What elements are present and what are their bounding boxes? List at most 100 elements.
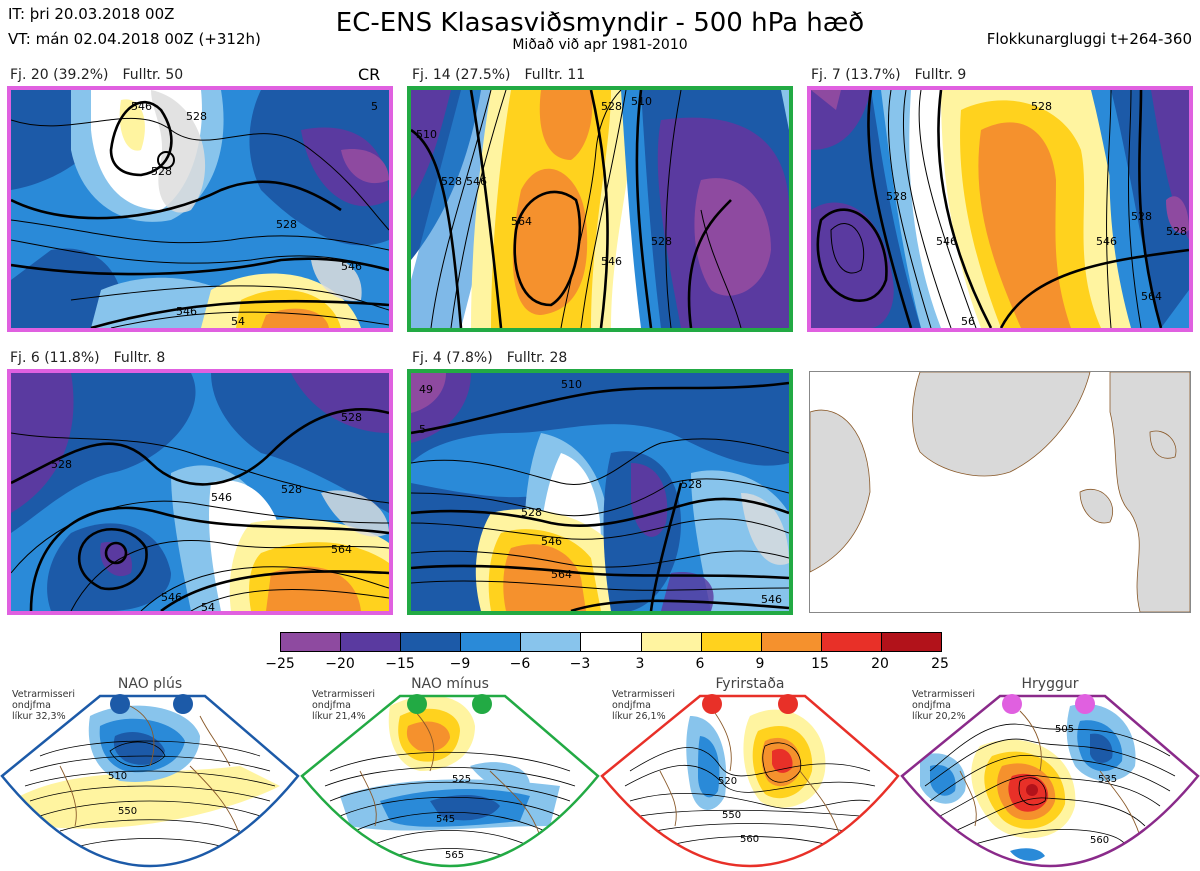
regime-blocking: Vetrarmisseri ondjfma líkur 26,1% Fyrirs… xyxy=(600,676,900,871)
panel-4-cluster: Fj. 6 (11.8%) xyxy=(10,350,100,366)
regime-nao-plus: Vetrarmisseri ondjfma líkur 32,3% NAO pl… xyxy=(0,676,300,871)
panel-2-representative: Fulltr. 11 xyxy=(524,67,586,83)
colorbar-swatch xyxy=(641,633,702,651)
contour-label: 546 xyxy=(131,100,152,113)
colorbar-tick: −3 xyxy=(569,656,591,672)
contour-label: 564 xyxy=(1141,290,1162,303)
regime-contour-label: 545 xyxy=(436,814,455,825)
contour-label: 54 xyxy=(201,601,215,611)
regime-contour-label: 560 xyxy=(740,834,759,845)
contour-label: 510 xyxy=(416,128,437,141)
panel-3-label: Fj. 7 (13.7%) Fulltr. 9 xyxy=(811,67,980,83)
colorbar-swatch xyxy=(701,633,762,651)
regime-note: Vetrarmisseri ondjfma líkur 21,4% xyxy=(312,689,375,722)
contour-label: 528 xyxy=(341,411,362,424)
contour-label: 528 xyxy=(441,175,462,188)
regime-title: Hryggur xyxy=(1021,676,1079,692)
contour-label: 528 xyxy=(281,483,302,496)
colorbar-swatch xyxy=(761,633,822,651)
contour-label: 546 xyxy=(341,260,362,273)
contour-label: 546 xyxy=(161,591,182,604)
contour-label: 528 xyxy=(1166,225,1187,238)
contour-label: 528 xyxy=(186,110,207,123)
colorbar-swatch xyxy=(341,633,402,651)
colorbar-tick: 15 xyxy=(811,656,829,672)
regime-contour-label: 525 xyxy=(452,774,471,785)
cluster-map-5: 510 528 546 564 528 546 49 5 xyxy=(407,369,793,615)
contour-label: 564 xyxy=(551,568,572,581)
colorbar-swatch xyxy=(821,633,882,651)
regime-title: Fyrirstaða xyxy=(715,676,785,692)
colorbar-tick: −9 xyxy=(449,656,471,672)
colorbar-swatch xyxy=(401,633,462,651)
panel-3-representative: Fulltr. 9 xyxy=(914,67,967,83)
page-subtitle: Miðað við apr 1981-2010 xyxy=(512,37,688,53)
panel-2-cluster: Fj. 14 (27.5%) xyxy=(412,67,511,83)
panel-5-label: Fj. 4 (7.8%) Fulltr. 28 xyxy=(412,350,581,366)
regime-title: NAO mínus xyxy=(411,676,489,692)
regime-nao-minus: Vetrarmisseri ondjfma líkur 21,4% NAO mí… xyxy=(300,676,600,871)
colorbar-swatch xyxy=(521,633,582,651)
colorbar-tick: 6 xyxy=(695,656,705,672)
contour-label: 546 xyxy=(541,535,562,548)
panel-4-label: Fj. 6 (11.8%) Fulltr. 8 xyxy=(10,350,179,366)
regime-contour-label: 550 xyxy=(722,810,741,821)
regime-title: NAO plús xyxy=(117,676,183,692)
regime-contour-label: 505 xyxy=(1055,724,1074,735)
contour-label: 528 xyxy=(681,478,702,491)
contour-label: 5 xyxy=(419,423,426,436)
regime-contour-label: 565 xyxy=(445,850,464,861)
regime-contour-label: 550 xyxy=(118,806,137,817)
contour-label: 546 xyxy=(936,235,957,248)
contour-label: 528 xyxy=(51,458,72,471)
cluster-map-3: 528 528 546 546 564 528 56 528 xyxy=(807,86,1193,332)
colorbar-swatch xyxy=(461,633,522,651)
contour-label: 564 xyxy=(511,215,532,228)
panel-5-representative: Fulltr. 28 xyxy=(506,350,568,366)
regime-note: Vetrarmisseri ondjfma líkur 20,2% xyxy=(912,689,975,722)
contour-label: 546 xyxy=(176,305,197,318)
cluster-map-2: 510 528 528 546 564 546 528 510 xyxy=(407,86,793,332)
contour-label: 56 xyxy=(961,315,975,328)
panel-3-cluster: Fj. 7 (13.7%) xyxy=(811,67,901,83)
contour-label: 510 xyxy=(561,378,582,391)
contour-label: 528 xyxy=(651,235,672,248)
regime-note: Vetrarmisseri ondjfma líkur 26,1% xyxy=(612,689,675,722)
colorbar-tick: −15 xyxy=(385,656,415,672)
contour-label: 546 xyxy=(761,593,782,606)
colorbar-tick: 3 xyxy=(635,656,645,672)
panel-4-representative: Fulltr. 8 xyxy=(113,350,166,366)
cluster-map-1: 546 528 546 54 528 5 528 546 xyxy=(7,86,393,332)
contour-label: 528 xyxy=(521,506,542,519)
colorbar-tick: 20 xyxy=(871,656,889,672)
regime-contour-label: 560 xyxy=(1090,835,1109,846)
regime-contour-label: 535 xyxy=(1098,774,1117,785)
regime-ridge: Vetrarmisseri ondjfma líkur 20,2% Hryggu… xyxy=(900,676,1200,871)
colorbar-tick: −25 xyxy=(265,656,295,672)
reference-map xyxy=(809,371,1191,613)
contour-label: 546 xyxy=(601,255,622,268)
contour-label: 49 xyxy=(419,383,433,396)
panel-5-cluster: Fj. 4 (7.8%) xyxy=(412,350,493,366)
contour-label: 528 xyxy=(886,190,907,203)
contour-label: 54 xyxy=(231,315,245,328)
cluster-map-4: 528 528 546 564 546 54 528 xyxy=(7,369,393,615)
colorbar xyxy=(280,632,942,652)
classification-window: Flokkunargluggi t+264-360 xyxy=(986,30,1192,48)
regime-contour-label: 510 xyxy=(108,771,127,782)
colorbar-tick: 25 xyxy=(931,656,949,672)
contour-label: 5 xyxy=(371,100,378,113)
page-title: EC-ENS Klasasviðsmyndir - 500 hPa hæð xyxy=(335,8,865,38)
colorbar-swatch xyxy=(281,633,342,651)
valid-time: VT: mán 02.04.2018 00Z (+312h) xyxy=(8,30,261,48)
regime-contour-label: 520 xyxy=(718,776,737,787)
contour-label: 564 xyxy=(331,543,352,556)
panel-1-representative: Fulltr. 50 xyxy=(122,67,184,83)
regime-note: Vetrarmisseri ondjfma líkur 32,3% xyxy=(12,689,75,722)
colorbar-swatch xyxy=(881,633,942,651)
colorbar-tick: −20 xyxy=(325,656,355,672)
contour-label: 546 xyxy=(1096,235,1117,248)
contour-label: 528 xyxy=(276,218,297,231)
contour-label: 510 xyxy=(631,95,652,108)
contour-label: 528 xyxy=(601,100,622,113)
